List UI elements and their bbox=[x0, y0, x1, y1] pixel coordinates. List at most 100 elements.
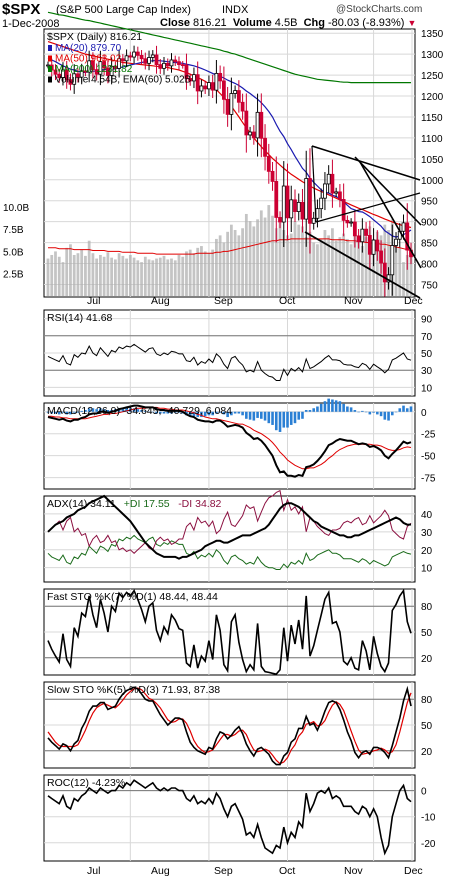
adx-tick-label: 10 bbox=[421, 564, 433, 575]
macd-histogram-bar bbox=[353, 410, 357, 412]
price-tick-label: 1300 bbox=[421, 50, 444, 61]
volume-bar bbox=[271, 215, 274, 296]
month-label-dec: Dec bbox=[404, 295, 423, 307]
trend-line bbox=[311, 145, 317, 223]
macd-tick-label: -75 bbox=[421, 474, 436, 485]
volume-bar bbox=[387, 230, 390, 296]
candle-body bbox=[349, 221, 354, 224]
macd-histogram-bar bbox=[106, 410, 110, 412]
price-panel-frame bbox=[43, 28, 416, 298]
macd-histogram-bar bbox=[327, 398, 330, 412]
candle-body bbox=[236, 90, 241, 103]
quote-summary: Close 816.21 Volume 4.5B Chg -80.03 (-8.… bbox=[160, 17, 416, 29]
volume-bar bbox=[237, 235, 241, 296]
volume-bar bbox=[274, 228, 278, 296]
macd-histogram-bar bbox=[121, 408, 125, 412]
candle-body bbox=[300, 201, 305, 220]
volume-bar bbox=[61, 262, 65, 296]
volume-bar bbox=[106, 252, 110, 296]
macd-histogram-bar bbox=[297, 411, 301, 420]
candle-body bbox=[394, 238, 398, 246]
candle-body bbox=[278, 217, 282, 223]
candle-body bbox=[192, 74, 196, 82]
volume-tick-label: 10.0B bbox=[3, 203, 29, 214]
volume-bar bbox=[155, 258, 158, 296]
rsi-legend-0: RSI(14) 41.68 bbox=[47, 312, 113, 324]
macd-histogram-bar bbox=[136, 409, 140, 412]
volume-bar bbox=[233, 230, 237, 296]
adx-legend-0: ADX(14) 34.11 bbox=[47, 498, 116, 510]
macd-histogram-bar bbox=[252, 411, 256, 421]
volume-bar bbox=[102, 256, 106, 296]
candle-body bbox=[311, 217, 316, 224]
candle-body bbox=[91, 60, 95, 71]
volume-bar bbox=[151, 260, 155, 296]
roc-tick-label: -10 bbox=[421, 813, 436, 824]
volume-bar bbox=[289, 233, 293, 296]
candle-body bbox=[405, 222, 410, 251]
price-tick-label: 1000 bbox=[421, 176, 444, 187]
adx-tick-label: 40 bbox=[421, 510, 433, 521]
volume-bar bbox=[372, 238, 375, 296]
trend-line bbox=[304, 231, 421, 299]
chart-date: 1-Dec-2008 bbox=[2, 18, 60, 30]
rsi-line bbox=[47, 343, 412, 381]
macd-histogram-bar bbox=[222, 411, 226, 415]
candle-body bbox=[244, 110, 249, 136]
candle-body bbox=[293, 199, 297, 212]
title-exchange: INDX bbox=[222, 4, 249, 16]
volume-bar bbox=[87, 240, 91, 296]
volume-bar bbox=[136, 260, 140, 296]
macd-histogram-bar bbox=[248, 411, 252, 420]
legend-swatch bbox=[48, 66, 52, 72]
candle-body bbox=[188, 78, 193, 82]
roc-tick-label: -20 bbox=[421, 839, 436, 850]
volume-bar bbox=[226, 231, 230, 296]
candle-body bbox=[64, 69, 69, 81]
macd-histogram-bar bbox=[102, 409, 106, 412]
volume-bar bbox=[125, 258, 128, 296]
volume-bar bbox=[360, 246, 364, 296]
macd-histogram-bar bbox=[338, 401, 342, 412]
price-tick-label: 900 bbox=[421, 218, 438, 229]
bottom-month-label-jul: Jul bbox=[87, 865, 100, 877]
candle-body bbox=[337, 191, 342, 200]
volume-bar bbox=[334, 240, 338, 296]
volume-bar bbox=[200, 246, 203, 296]
candle-body bbox=[401, 222, 406, 232]
macd-histogram-bar bbox=[170, 411, 173, 414]
close-label: Close bbox=[160, 17, 190, 29]
volume-bar bbox=[218, 235, 222, 296]
volume-bar bbox=[65, 247, 69, 296]
volume-bar bbox=[267, 205, 271, 296]
title-symbol: $SPX bbox=[2, 1, 41, 18]
macd-line bbox=[47, 404, 412, 478]
candle-body bbox=[68, 79, 73, 85]
volume-bar bbox=[409, 255, 413, 296]
candle-body bbox=[225, 98, 230, 115]
macd-histogram-bar bbox=[256, 411, 259, 418]
volume-bar bbox=[132, 257, 136, 296]
price-tick-label: 1200 bbox=[421, 92, 444, 103]
macd-histogram-bar bbox=[316, 406, 319, 412]
volume-bar bbox=[215, 238, 218, 296]
candle-body bbox=[345, 219, 350, 224]
candle-body bbox=[285, 185, 290, 219]
macd-panel-frame bbox=[43, 402, 416, 490]
volume-bar bbox=[338, 237, 342, 296]
candle-body bbox=[143, 58, 148, 64]
candle-body bbox=[94, 69, 99, 75]
candle-body bbox=[270, 170, 275, 182]
candle-body bbox=[259, 111, 264, 139]
macd-histogram-bar bbox=[61, 411, 65, 413]
macd-legend-0: MACD(12,26,9) -34.645, -40.729, 6.084 bbox=[47, 405, 232, 417]
volume-bar bbox=[192, 253, 196, 296]
volume-bar bbox=[113, 259, 117, 296]
macd-histogram-bar bbox=[260, 411, 263, 419]
volume-bar bbox=[241, 228, 244, 296]
macd-histogram-bar bbox=[342, 403, 345, 412]
candle-body bbox=[105, 67, 110, 76]
macd-histogram-bar bbox=[387, 411, 390, 421]
macd-histogram-bar bbox=[346, 406, 349, 412]
macd-histogram-bar bbox=[158, 411, 162, 414]
